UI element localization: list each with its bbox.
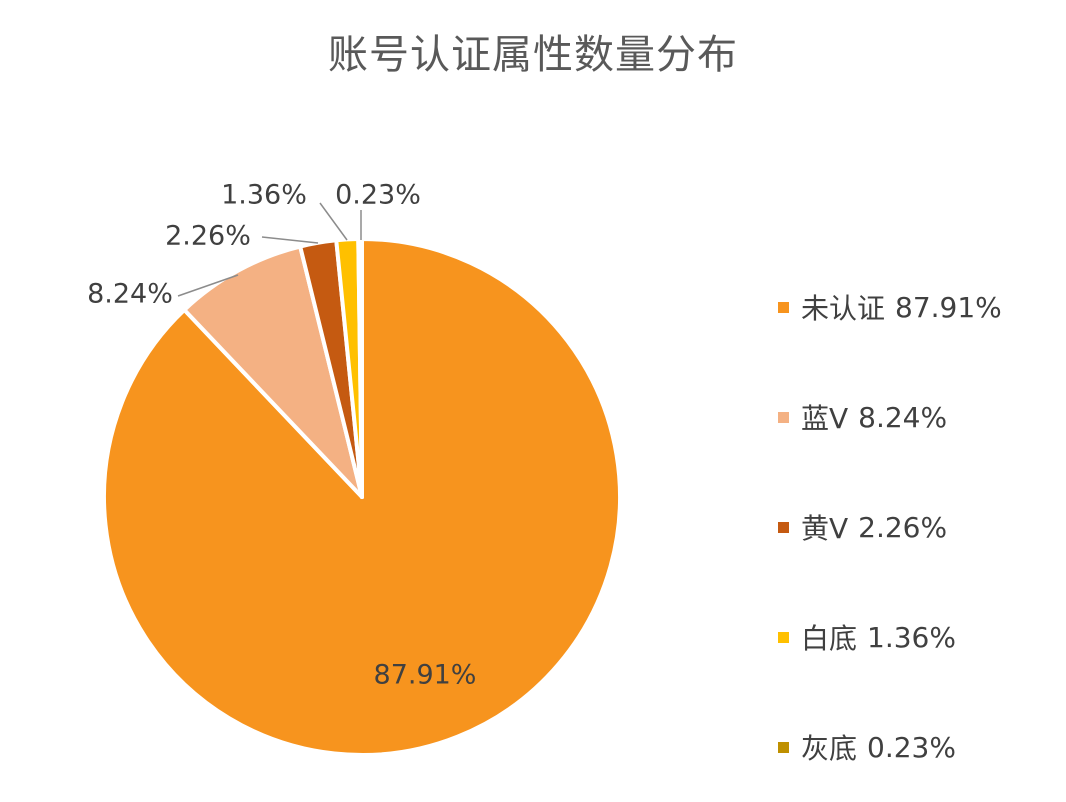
pie-slices — [102, 237, 622, 757]
legend-label: 白底 — [801, 622, 858, 655]
leader-lines — [177, 202, 362, 297]
data-labels: 87.91% 8.24% 2.26% 1.36% 0.23% — [87, 180, 476, 691]
legend-value: 87.91% — [895, 290, 1002, 324]
legend-swatch — [778, 741, 789, 753]
legend-item: 黄V 2.26% — [778, 472, 1002, 582]
legend-value: 2.26% — [858, 510, 948, 544]
pie-slice — [182, 244, 364, 499]
legend-value: 1.36% — [867, 620, 956, 654]
data-label: 87.91% — [374, 660, 477, 691]
legend-item: 白底 1.36% — [778, 582, 1002, 692]
leader-line — [177, 274, 239, 297]
legend-label: 蓝V — [801, 402, 849, 435]
legend-item: 灰底 0.23% — [778, 692, 1002, 802]
legend-item: 蓝V 8.24% — [778, 362, 1002, 472]
legend-value: 8.24% — [858, 400, 948, 434]
data-label: 1.36% — [221, 180, 307, 211]
legend-label: 黄V — [801, 512, 849, 545]
legend-value: 0.23% — [867, 730, 956, 764]
chart-title: 账号认证属性数量分布 — [328, 32, 738, 78]
leader-line — [261, 236, 319, 244]
legend-swatch — [778, 521, 789, 533]
legend-item: 未认证 87.91% — [778, 252, 1002, 362]
legend-label: 灰底 — [801, 732, 858, 765]
legend-label: 未认证 — [801, 292, 886, 325]
data-label: 8.24% — [87, 279, 173, 310]
pie-slice — [356, 237, 364, 499]
leader-line — [319, 202, 348, 241]
data-label: 0.23% — [335, 180, 421, 211]
legend-swatch — [778, 301, 789, 313]
legend: 未认证 87.91% 蓝V 8.24% 黄V 2.26% 白底 1.36% 灰底… — [778, 252, 1002, 802]
data-label: 2.26% — [165, 221, 251, 252]
legend-swatch — [778, 631, 789, 643]
legend-swatch — [778, 411, 789, 423]
